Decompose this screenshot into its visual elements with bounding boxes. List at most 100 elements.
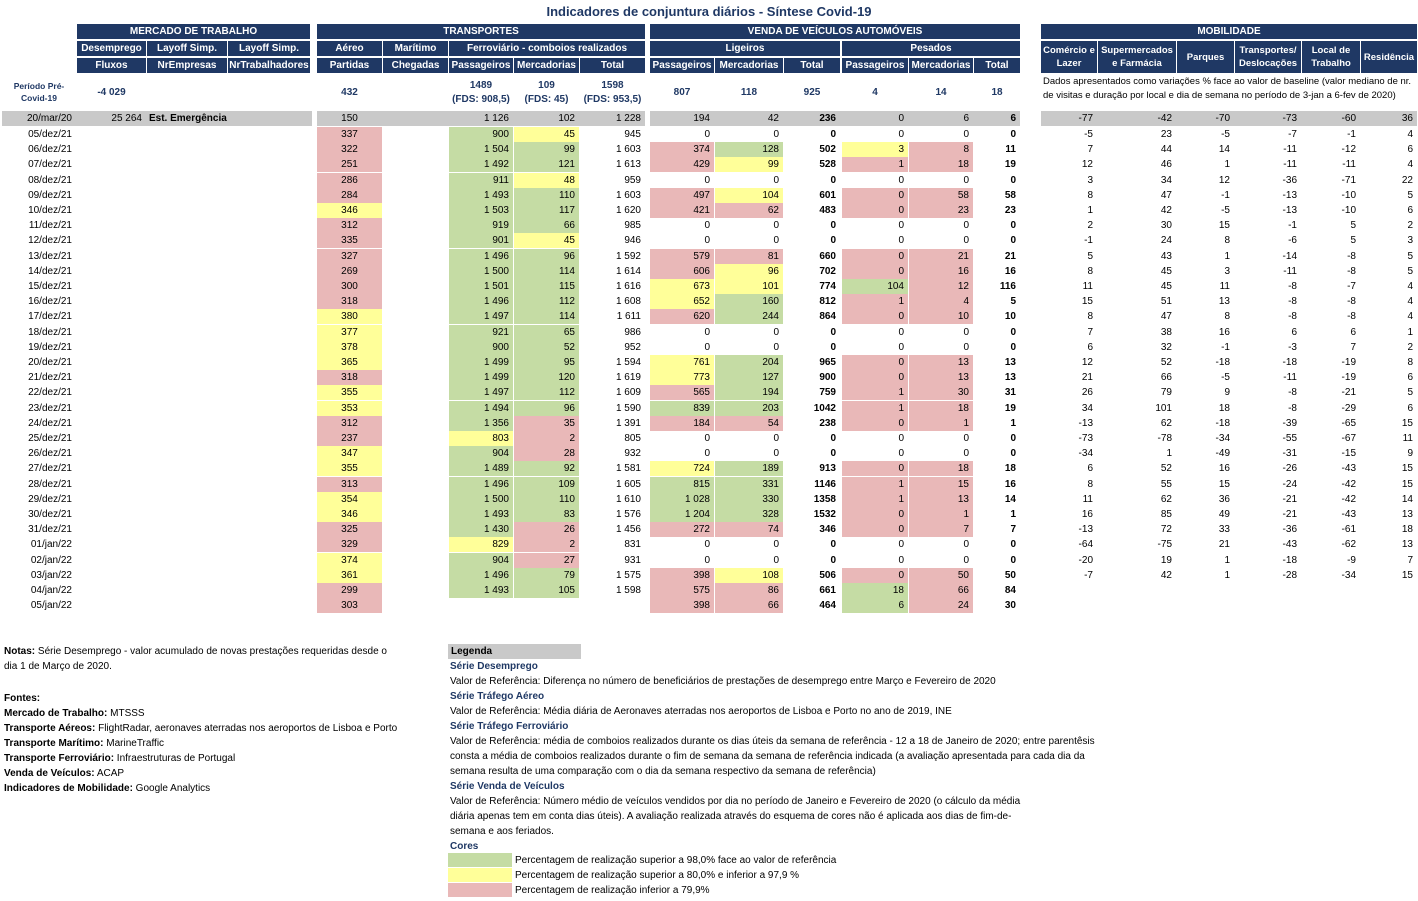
mobilidade-value: -6 [1288, 235, 1297, 246]
aereo-value: 313 [317, 477, 382, 492]
mobilidade-value: 9 [1407, 448, 1413, 459]
benchmark-ferro-total-fds: (FDS: 953,5) [583, 94, 642, 105]
mobilidade-value: -5 [1221, 205, 1230, 216]
aereo-value: 347 [317, 446, 382, 461]
mobilidade-value: 12 [1081, 159, 1093, 170]
row-date: 20/mar/20 [26, 113, 72, 124]
mobilidade-value [1235, 583, 1301, 598]
ferro-passageiros-value: 1 501 [449, 279, 513, 294]
ferro-total-value: 1 456 [615, 524, 641, 535]
ferro-passageiros-value: 900 [449, 340, 513, 355]
legend-swatch [448, 868, 512, 882]
ferro-passageiros-value: 1 497 [449, 385, 513, 400]
emergency-row-bg [317, 111, 645, 126]
ferro-mercadorias-value: 79 [514, 568, 579, 583]
ligeiros-total-value: 702 [819, 266, 836, 277]
source-key: Venda de Veículos: [4, 768, 95, 779]
pesados-mercadorias-value: 0 [963, 448, 969, 459]
emergency-pes-merc: 6 [963, 113, 969, 124]
pesados-passageiros-value: 0 [898, 129, 904, 140]
ferro-total-value: 1 391 [615, 418, 641, 429]
pesados-mercadorias-value: 12 [909, 279, 973, 294]
mobilidade-value: 13 [1401, 509, 1413, 520]
pesados-total-value: 1 [1010, 509, 1016, 520]
col-subheader: Total [974, 58, 1020, 73]
mobilidade-value: -8 [1347, 266, 1356, 277]
col-subheader: Passageiros [449, 58, 513, 73]
ligeiros-mercadorias-value: 54 [715, 416, 783, 431]
mobilidade-value: 32 [1160, 342, 1172, 353]
mobilidade-value: 1 [1224, 251, 1230, 262]
aereo-value: 380 [317, 309, 382, 324]
mobilidade-value: 22 [1401, 175, 1413, 186]
mobilidade-value: 62 [1160, 418, 1172, 429]
mobilidade-value: 51 [1160, 296, 1172, 307]
ligeiros-total-value: 483 [819, 205, 836, 216]
row-date: 11/dez/21 [28, 220, 72, 231]
col-subheader: Mercadorias [909, 58, 973, 73]
ligeiros-passageiros-value: 374 [650, 142, 714, 157]
ligeiros-mercadorias-value: 74 [715, 522, 783, 537]
legend-text: diária apenas tem em conta dias úteis). … [450, 811, 1012, 822]
legend-text: Cores [450, 841, 479, 852]
row-date: 12/dez/21 [28, 235, 72, 246]
emergency-ferro-total: 1 228 [615, 113, 641, 124]
ferro-passageiros-value: 1 496 [449, 294, 513, 309]
legend-text: Valor de Referência: Número médio de veí… [450, 796, 1021, 807]
legend-color-text: Percentagem de realização superior a 80,… [515, 870, 800, 881]
ferro-passageiros-value: 1 500 [449, 492, 513, 507]
mobilidade-value: -31 [1282, 448, 1297, 459]
pesados-mercadorias-value: 0 [963, 539, 969, 550]
ferro-mercadorias-value: 121 [514, 157, 579, 172]
pesados-total-value: 0 [1010, 235, 1016, 246]
pesados-mercadorias-value: 58 [909, 188, 973, 203]
mobilidade-value: -5 [1221, 372, 1230, 383]
mobilidade-value: 1 [1166, 448, 1172, 459]
benchmark-lig_merc: 118 [740, 87, 758, 98]
row-date: 22/dez/21 [28, 387, 72, 398]
mobilidade-value: -28 [1282, 570, 1297, 581]
aereo-value: 312 [317, 416, 382, 431]
mobilidade-value: 26 [1081, 387, 1093, 398]
ligeiros-mercadorias-value: 99 [715, 157, 783, 172]
ligeiros-total-value: 601 [819, 190, 836, 201]
col-mob-parques: Parques [1177, 41, 1234, 73]
ferro-mercadorias-value: 114 [514, 264, 579, 279]
mobilidade-value: -11 [1342, 159, 1356, 170]
ferro-passageiros-value: 1 494 [449, 401, 513, 416]
ligeiros-mercadorias-value: 331 [715, 477, 783, 492]
pesados-passageiros-value: 0 [842, 568, 908, 583]
ferro-mercadorias-value: 27 [514, 553, 579, 568]
ferro-passageiros-value: 900 [449, 127, 513, 142]
legend-line: Série Desemprego [450, 659, 538, 674]
ligeiros-passageiros-value: 1 204 [650, 507, 714, 522]
pesados-total-value: 16 [1004, 266, 1016, 277]
ferro-passageiros-value: 1 500 [449, 264, 513, 279]
col-ligeiros: Ligeiros [650, 41, 840, 56]
emergency-mob: -42 [1157, 113, 1172, 124]
mobilidade-value: 4 [1407, 129, 1413, 140]
pesados-mercadorias-value: 0 [963, 433, 969, 444]
ligeiros-total-value: 0 [830, 448, 836, 459]
ligeiros-total-value: 506 [819, 570, 836, 581]
ligeiros-mercadorias-value: 81 [715, 249, 783, 264]
legend-line: Série Tráfego Aéreo [450, 689, 544, 704]
mobilidade-value: 12 [1081, 357, 1093, 368]
mobilidade-value: 2 [1407, 342, 1413, 353]
mobilidade-value [1235, 598, 1301, 613]
legend-line: Valor de Referência: média de comboios r… [450, 734, 1095, 749]
legend-line: Cores [450, 839, 478, 854]
aereo-value: 335 [317, 233, 382, 248]
row-date: 27/dez/21 [28, 463, 72, 474]
pesados-total-value: 0 [1010, 448, 1016, 459]
source-value: MarineTraffic [103, 738, 165, 749]
ligeiros-total-value: 0 [830, 175, 836, 186]
mobilidade-value: -55 [1282, 433, 1297, 444]
col-layoff-trabalhadores: Layoff Simp. [228, 41, 310, 56]
ferro-total-value: 945 [624, 129, 641, 140]
ferro-passageiros-value: 1 356 [449, 416, 513, 431]
ligeiros-total-value: 913 [819, 463, 836, 474]
legend-line: Valor de Referência: Diferença no número… [450, 674, 996, 689]
ferro-total-value: 986 [624, 327, 641, 338]
